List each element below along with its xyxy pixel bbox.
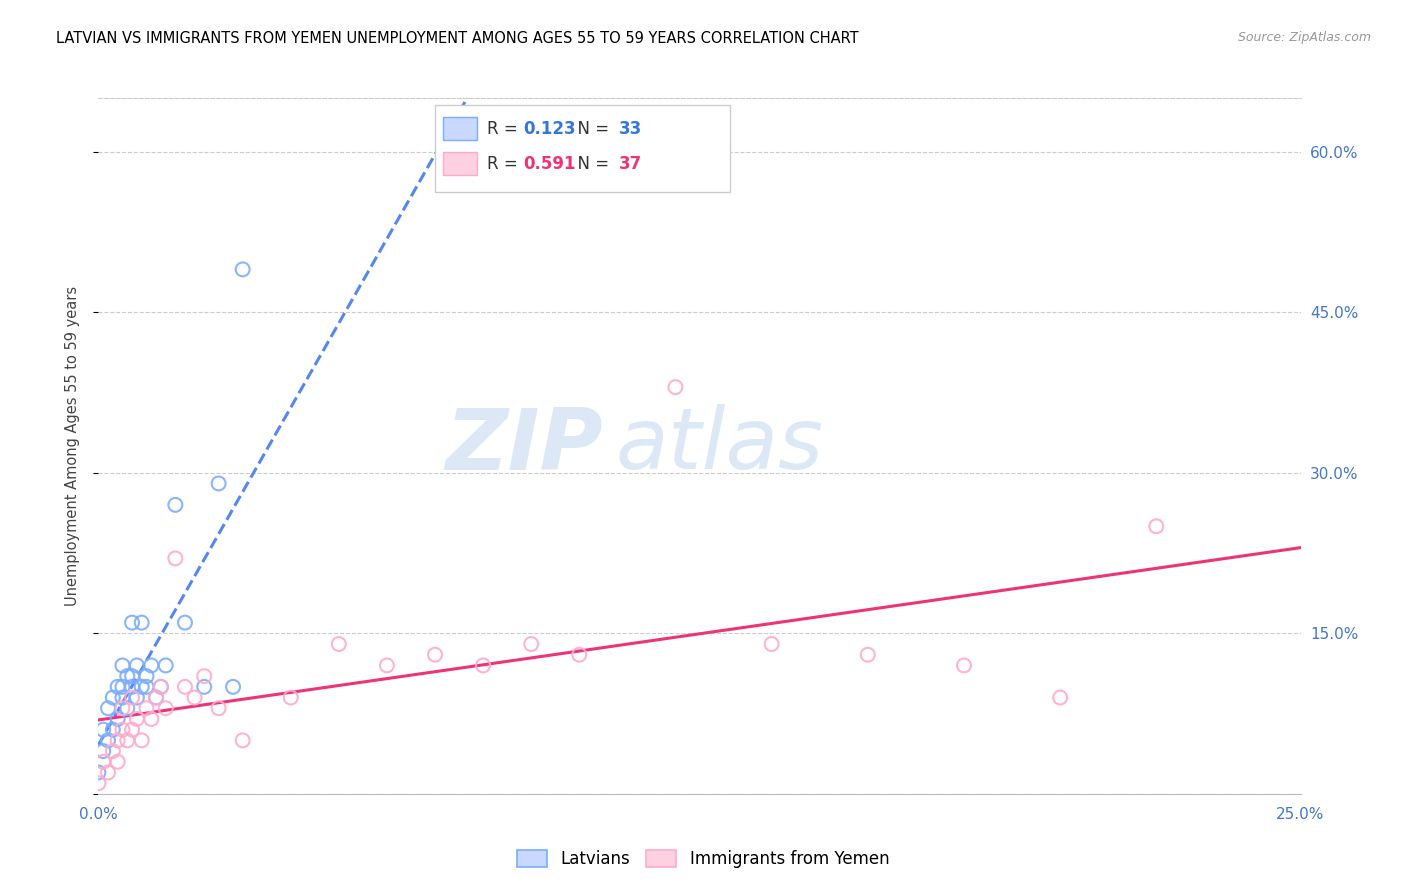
Point	[121, 680, 143, 694]
Point	[208, 701, 231, 715]
Point	[111, 723, 134, 737]
Point	[107, 733, 129, 747]
Point	[111, 680, 134, 694]
Point	[568, 648, 591, 662]
Text: R =: R =	[486, 155, 523, 173]
Point	[117, 669, 139, 683]
Point	[174, 615, 197, 630]
Point	[107, 712, 129, 726]
Point	[856, 648, 879, 662]
Point	[97, 701, 120, 715]
Point	[165, 498, 187, 512]
Text: atlas: atlas	[616, 404, 824, 488]
Point	[87, 765, 110, 780]
Point	[193, 669, 215, 683]
FancyBboxPatch shape	[443, 152, 477, 175]
Point	[1144, 519, 1167, 533]
Point	[135, 669, 157, 683]
Point	[520, 637, 543, 651]
Point	[664, 380, 686, 394]
Point	[222, 680, 245, 694]
Text: ZIP: ZIP	[446, 404, 603, 488]
Point	[208, 476, 231, 491]
Point	[155, 658, 177, 673]
Point	[111, 701, 134, 715]
Point	[101, 723, 124, 737]
Point	[193, 680, 215, 694]
Point	[97, 765, 120, 780]
Point	[121, 615, 143, 630]
Point	[135, 680, 157, 694]
Point	[149, 680, 172, 694]
Point	[101, 690, 124, 705]
Point	[121, 690, 143, 705]
Point	[1049, 690, 1071, 705]
Point	[145, 690, 167, 705]
Point	[135, 701, 157, 715]
Text: R =: R =	[486, 120, 523, 138]
Point	[121, 669, 143, 683]
FancyBboxPatch shape	[443, 117, 477, 140]
Point	[174, 680, 197, 694]
Text: N =: N =	[567, 120, 614, 138]
Text: LATVIAN VS IMMIGRANTS FROM YEMEN UNEMPLOYMENT AMONG AGES 55 TO 59 YEARS CORRELAT: LATVIAN VS IMMIGRANTS FROM YEMEN UNEMPLO…	[56, 31, 859, 46]
Point	[91, 723, 114, 737]
Point	[232, 733, 254, 747]
Point	[280, 690, 302, 705]
Text: N =: N =	[567, 155, 614, 173]
Point	[121, 723, 143, 737]
Point	[97, 733, 120, 747]
Point	[953, 658, 976, 673]
Point	[131, 615, 153, 630]
Point	[141, 712, 163, 726]
Point	[107, 680, 129, 694]
Point	[423, 648, 446, 662]
FancyBboxPatch shape	[434, 105, 730, 192]
Text: 0.123: 0.123	[523, 120, 575, 138]
Point	[125, 658, 148, 673]
Point	[91, 755, 114, 769]
Text: 37: 37	[619, 155, 643, 173]
Point	[183, 690, 205, 705]
Point	[328, 637, 350, 651]
Point	[125, 712, 148, 726]
Point	[145, 690, 167, 705]
Text: 33: 33	[619, 120, 643, 138]
Point	[141, 658, 163, 673]
Y-axis label: Unemployment Among Ages 55 to 59 years: Unemployment Among Ages 55 to 59 years	[65, 286, 80, 606]
Point	[375, 658, 398, 673]
Point	[117, 733, 139, 747]
Point	[125, 690, 148, 705]
Point	[91, 744, 114, 758]
Point	[131, 680, 153, 694]
Point	[101, 744, 124, 758]
Point	[761, 637, 783, 651]
Point	[232, 262, 254, 277]
Point	[107, 755, 129, 769]
Text: 0.591: 0.591	[523, 155, 575, 173]
Point	[131, 733, 153, 747]
Point	[149, 680, 172, 694]
Point	[87, 776, 110, 790]
Point	[111, 658, 134, 673]
Point	[472, 658, 495, 673]
Point	[155, 701, 177, 715]
Point	[165, 551, 187, 566]
Point	[111, 690, 134, 705]
Legend: Latvians, Immigrants from Yemen: Latvians, Immigrants from Yemen	[510, 843, 896, 875]
Point	[117, 701, 139, 715]
Text: Source: ZipAtlas.com: Source: ZipAtlas.com	[1237, 31, 1371, 45]
